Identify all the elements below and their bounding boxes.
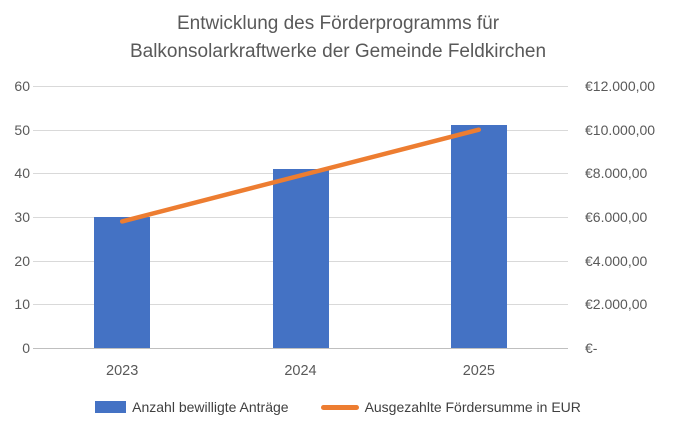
bar-series-label: Anzahl bewilligte Anträge (132, 399, 289, 415)
line-series-label: Ausgezahlte Fördersumme in EUR (364, 399, 581, 415)
chart-title-line1: Entwicklung des Förderprogramms für (176, 13, 500, 34)
right-tick-label: €4.000,00 (585, 252, 648, 269)
right-tick-label: €10.000,00 (585, 121, 656, 138)
line-series-swatch-icon (320, 404, 359, 410)
x-category-label-2025: 2025 (462, 363, 495, 379)
plot-area (33, 86, 568, 349)
legend: Anzahl bewilligte Anträge Ausgezahlte Fö… (0, 399, 676, 415)
left-tick-label: 50 (14, 121, 30, 138)
right-tick-label: €8.000,00 (585, 165, 648, 182)
left-tick-label: 10 (14, 296, 30, 313)
left-tick-label: 40 (14, 165, 30, 182)
bar-2025 (450, 125, 507, 348)
gridline (33, 86, 568, 87)
left-tick-label: 20 (14, 252, 30, 269)
bar-series-swatch-icon (95, 401, 127, 413)
bar-2024 (272, 168, 329, 348)
left-tick-label: 0 (22, 340, 30, 356)
chart-title: Entwicklung des Förderprogramms für Balk… (0, 10, 676, 66)
line-series (119, 127, 482, 224)
left-tick-label: 30 (14, 209, 30, 225)
left-tick-label: 60 (14, 78, 30, 94)
x-category-label-2024: 2024 (284, 363, 317, 379)
right-tick-label: €2.000,00 (585, 296, 648, 313)
right-tick-label: €- (585, 340, 598, 356)
line-path (119, 127, 482, 224)
x-category-label-2023: 2023 (106, 363, 139, 379)
right-tick-label: €12.000,00 (585, 78, 656, 94)
x-axis-line (33, 348, 568, 349)
right-tick-label: €6.000,00 (585, 209, 648, 225)
legend-item-line-series: Ausgezahlte Fördersumme in EUR (320, 399, 581, 415)
legend-item-bar-series: Anzahl bewilligte Anträge (95, 399, 289, 415)
bar-2023 (94, 217, 151, 348)
gridline (33, 129, 568, 131)
chart-title-line2: Balkonsolarkraftwerke der Gemeinde Feldk… (129, 41, 547, 62)
